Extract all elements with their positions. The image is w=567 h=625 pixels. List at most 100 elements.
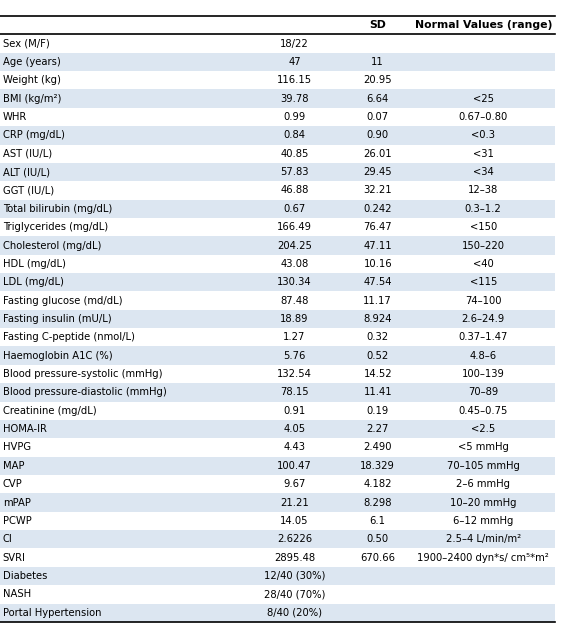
Bar [0,604,556,622]
Text: Sex (M/F): Sex (M/F) [3,39,49,49]
Bar [0,438,556,457]
Text: <0.3: <0.3 [471,131,495,141]
Text: CI: CI [3,534,12,544]
Text: 4.8–6: 4.8–6 [469,351,497,361]
Text: 76.47: 76.47 [363,222,392,232]
Text: 1.27: 1.27 [283,332,306,342]
Text: <34: <34 [473,167,494,177]
Text: 14.05: 14.05 [280,516,308,526]
Text: BMI (kg/m²): BMI (kg/m²) [3,94,61,104]
Text: <31: <31 [473,149,494,159]
Text: 2895.48: 2895.48 [274,552,315,562]
Text: 670.66: 670.66 [360,552,395,562]
Text: 18.329: 18.329 [360,461,395,471]
Text: AST (IU/L): AST (IU/L) [3,149,52,159]
Text: 0.90: 0.90 [367,131,389,141]
Text: Haemoglobin A1C (%): Haemoglobin A1C (%) [3,351,112,361]
Bar [0,144,556,163]
Text: <25: <25 [473,94,494,104]
Text: 40.85: 40.85 [280,149,308,159]
Text: 2.6–24.9: 2.6–24.9 [462,314,505,324]
Text: 2.27: 2.27 [366,424,389,434]
Text: 8.924: 8.924 [363,314,392,324]
Text: 18.89: 18.89 [280,314,308,324]
Bar [0,328,556,346]
Text: 100–139: 100–139 [462,369,505,379]
Text: Normal Values (range): Normal Values (range) [414,20,552,30]
Bar [0,163,556,181]
Text: 166.49: 166.49 [277,222,312,232]
Text: Fasting insulin (mU/L): Fasting insulin (mU/L) [3,314,111,324]
Text: 47: 47 [288,57,301,67]
Text: Diabetes: Diabetes [3,571,47,581]
Text: 29.45: 29.45 [363,167,392,177]
Text: mPAP: mPAP [3,498,31,508]
Text: 2.490: 2.490 [363,442,392,452]
Text: Cholesterol (mg/dL): Cholesterol (mg/dL) [3,241,101,251]
Text: 70–89: 70–89 [468,388,498,398]
Text: 0.91: 0.91 [284,406,306,416]
Bar [0,493,556,512]
Text: 6.1: 6.1 [370,516,386,526]
Text: 10–20 mmHg: 10–20 mmHg [450,498,517,508]
Text: <150: <150 [469,222,497,232]
Bar [0,89,556,108]
Text: 0.99: 0.99 [284,112,306,122]
Text: NASH: NASH [3,589,31,599]
Text: 87.48: 87.48 [280,296,308,306]
Text: HDL (mg/dL): HDL (mg/dL) [3,259,66,269]
Text: 204.25: 204.25 [277,241,312,251]
Text: Creatinine (mg/dL): Creatinine (mg/dL) [3,406,96,416]
Text: Fasting glucose (md/dL): Fasting glucose (md/dL) [3,296,122,306]
Text: <40: <40 [473,259,494,269]
Text: 14.52: 14.52 [363,369,392,379]
Text: CRP (mg/dL): CRP (mg/dL) [3,131,65,141]
Text: HVPG: HVPG [3,442,31,452]
Text: 12/40 (30%): 12/40 (30%) [264,571,325,581]
Text: 21.21: 21.21 [280,498,309,508]
Bar [0,52,556,71]
Bar [0,420,556,438]
Text: PCWP: PCWP [3,516,32,526]
Bar [0,126,556,144]
Text: Blood pressure-diastolic (mmHg): Blood pressure-diastolic (mmHg) [3,388,167,398]
Text: Portal Hypertension: Portal Hypertension [3,608,101,618]
Text: 0.67: 0.67 [284,204,306,214]
Text: <5 mmHg: <5 mmHg [458,442,509,452]
Text: 150–220: 150–220 [462,241,505,251]
Bar [0,346,556,365]
Text: 116.15: 116.15 [277,75,312,85]
Text: 20.95: 20.95 [363,75,392,85]
Text: 11: 11 [371,57,384,67]
Text: 78.15: 78.15 [280,388,308,398]
Bar [0,181,556,199]
Text: 1900–2400 dyn*s/ cm⁵*m²: 1900–2400 dyn*s/ cm⁵*m² [417,552,549,562]
Bar [0,457,556,475]
Text: 47.11: 47.11 [363,241,392,251]
Text: 28/40 (70%): 28/40 (70%) [264,589,325,599]
Bar [0,255,556,273]
Text: 0.3–1.2: 0.3–1.2 [465,204,502,214]
Bar [0,512,556,530]
Text: 11.17: 11.17 [363,296,392,306]
Bar [0,401,556,420]
Text: 132.54: 132.54 [277,369,312,379]
Text: 32.21: 32.21 [363,186,392,196]
Bar [0,383,556,401]
Text: WHR: WHR [3,112,27,122]
Text: Fasting C-peptide (nmol/L): Fasting C-peptide (nmol/L) [3,332,134,342]
Bar [0,567,556,585]
Text: 2–6 mmHg: 2–6 mmHg [456,479,510,489]
Text: 47.54: 47.54 [363,278,392,288]
Bar [0,365,556,383]
Text: 0.32: 0.32 [367,332,389,342]
Text: 0.19: 0.19 [367,406,389,416]
Text: GGT (IU/L): GGT (IU/L) [3,186,54,196]
Bar [0,218,556,236]
Text: ALT (IU/L): ALT (IU/L) [3,167,50,177]
Bar [0,310,556,328]
Bar [0,549,556,567]
Text: 9.67: 9.67 [283,479,306,489]
Bar [0,34,556,52]
Text: HOMA-IR: HOMA-IR [3,424,46,434]
